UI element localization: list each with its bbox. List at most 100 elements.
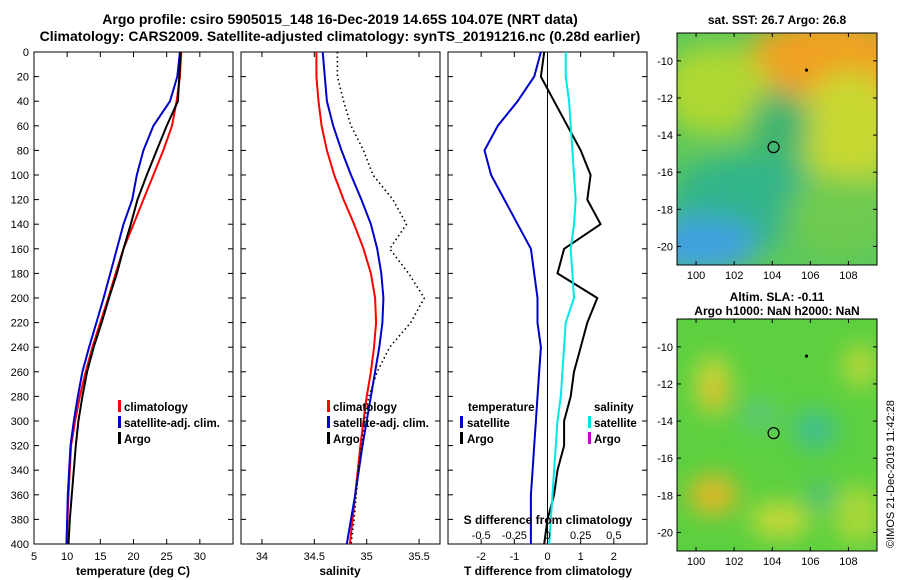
depth-tick-label: 360 [11,490,29,502]
depth-tick-label: 140 [11,219,29,231]
depth-tick-label: 160 [11,244,29,256]
lat-tick-label: -14 [657,130,673,142]
sla-map-axes: 100 102 104 106 108 -10 -12 -14 -16 -18 -20 [657,319,877,568]
lat-tick-label: -12 [657,379,673,391]
lon-tick-label: 108 [839,556,857,568]
x-tick-label: 30 [194,551,206,563]
series-line-argo [336,52,426,545]
lon-tick-label: 102 [725,270,743,282]
salinity-legend: climatology satellite-adj. clim. Argo [327,400,429,446]
s-diff-tick-label: 0 [544,530,550,542]
legend-swatch-s-argo [588,432,591,444]
sla-map-title: Altim. SLA: -0.11 [730,290,825,304]
legend-swatch-s-satellite [588,416,591,428]
depth-tick-label: 400 [11,539,29,551]
lon-tick-label: 100 [687,556,705,568]
depth-axis: 0 20 40 60 80 100 120 140 160 180 200 220 240 260 280 3… [11,47,29,551]
lat-tick-label: -20 [657,241,673,253]
x-tick-label: 20 [127,551,139,563]
legend-label-satellite: satellite-adj. clim. [333,418,429,430]
temperature-plot: 5 10 15 20 25 30 [31,51,233,563]
x-tick-label: -1 [509,551,519,563]
lat-tick-label: -18 [657,204,673,216]
x-tick-label: 34 [256,551,268,563]
s-diff-tick-label: -0.5 [472,530,491,542]
sst-map-axes: 100 102 104 106 108 -10 -12 -14 -16 -18 -20 [657,33,877,282]
legend-swatch-t-argo [460,432,463,444]
salinity-xlabel: salinity [319,564,361,578]
series-line-satellite-adj-clim- [65,51,181,545]
legend-swatch-argo [118,432,121,444]
depth-tick-label: 0 [23,47,29,59]
sla-map: 100 102 104 106 108 -10 -12 -14 -16 -18 -20 [657,318,878,568]
lat-tick-label: -18 [657,490,673,502]
title-line-2: Climatology: CARS2009. Satellite-adjuste… [40,28,641,44]
lat-tick-label: -10 [657,342,673,354]
lon-tick-label: 104 [763,270,781,282]
depth-tick-label: 300 [11,416,29,428]
series-line-salinity-satellite [548,52,577,545]
lon-tick-label: 104 [763,556,781,568]
lat-tick-label: -12 [657,93,673,105]
depth-tick-label: 80 [17,145,29,157]
depth-tick-label: 200 [11,293,29,305]
x-tick-label: -2 [476,551,486,563]
depth-tick-label: 340 [11,465,29,477]
depth-tick-label: 100 [11,170,29,182]
lat-tick-label: -16 [657,167,673,179]
legend-swatch-argo [327,432,330,444]
lon-tick-label: 100 [687,270,705,282]
x-tick-label: 35.5 [408,551,429,563]
legend-label-s-argo: Argo [594,434,621,446]
lon-tick-label: 102 [725,556,743,568]
x-tick-label: 35 [361,551,373,563]
lat-tick-label: -20 [657,527,673,539]
depth-tick-label: 320 [11,441,29,453]
difference-legend: temperature satellite Argo salinity sate… [460,402,637,446]
s-difference-xlabel: S difference from climatology [464,513,633,527]
x-tick-label: 15 [94,551,106,563]
x-tick-label: 10 [61,551,73,563]
legend-title-temperature: temperature [468,402,534,414]
s-diff-tick-label: 0.5 [606,530,621,542]
legend-swatch-climatology [327,400,330,412]
sst-map: 100 102 104 106 108 -10 -12 -14 -16 -18 -20 [657,32,878,282]
lon-tick-label: 106 [801,270,819,282]
x-tick-label: 25 [161,551,173,563]
x-tick-label: 5 [31,551,37,563]
legend-swatch-t-satellite [460,416,463,428]
legend-title-salinity: salinity [594,402,634,414]
island-marker [804,354,809,358]
legend-label-t-argo: Argo [467,434,494,446]
legend-swatch-climatology [118,400,121,412]
legend-swatch-satellite [327,416,330,428]
legend-label-t-satellite: satellite [467,418,510,430]
title-line-1: Argo profile: csiro 5905015_148 16-Dec-2… [102,11,577,27]
legend-label-s-satellite: satellite [594,418,637,430]
series-line-temperature-satellite [483,51,542,544]
lat-tick-label: -14 [657,416,673,428]
x-tick-label: 1 [578,551,584,563]
sla-map-subtitle: Argo h1000: NaN h2000: NaN [694,304,859,318]
difference-plot: -2 -1 0 1 2 -0.5 -0.25 0 0.25 0.5 [448,51,647,563]
island-marker [804,68,809,72]
depth-tick-label: 280 [11,391,29,403]
temperature-xlabel: temperature (deg C) [76,564,190,578]
depth-tick-label: 40 [17,96,29,108]
x-tick-label: 34.5 [304,551,325,563]
legend-label-argo: Argo [333,434,360,446]
lat-tick-label: -10 [657,56,673,68]
legend-label-climatology: climatology [124,402,189,414]
depth-tick-label: 20 [17,72,29,84]
s-diff-tick-label: -0.25 [502,530,527,542]
depth-tick-label: 260 [11,367,29,379]
depth-tick-label: 380 [11,514,29,526]
x-tick-label: 0 [544,551,550,563]
profile-location-marker [767,427,780,440]
depth-tick-label: 120 [11,195,29,207]
series-line-argo [67,51,182,545]
legend-label-climatology: climatology [333,402,398,414]
salinity-plot-frame [240,51,441,545]
series-line-climatology [65,51,183,545]
